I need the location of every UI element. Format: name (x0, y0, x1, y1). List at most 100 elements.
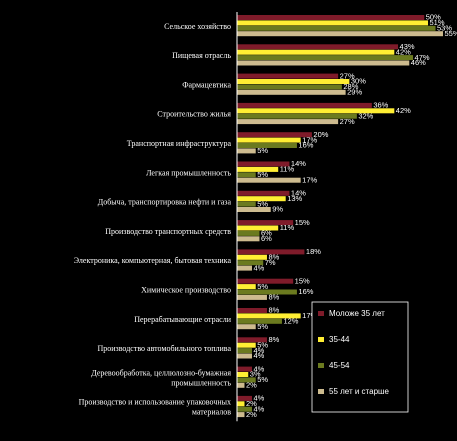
category-label-4: Транспортная инфраструктура (127, 139, 232, 148)
value-label-0-0: 50% (426, 13, 441, 22)
legend-box (311, 301, 409, 413)
value-label-8-2: 7% (265, 258, 276, 267)
value-label-6-1: 13% (287, 194, 302, 203)
value-label-8-0: 18% (306, 247, 321, 256)
value-label-11-1: 5% (257, 340, 268, 349)
value-label-5-2: 5% (257, 170, 268, 179)
bar-7-2 (237, 230, 260, 236)
value-label-12-0: 4% (253, 364, 264, 373)
value-label-3-0: 36% (373, 101, 388, 110)
category-label-9: Химическое производство (141, 286, 231, 295)
bar-9-1 (237, 284, 256, 290)
legend-label-3: 55 лет и старше (329, 387, 389, 396)
bar-11-3 (237, 353, 252, 359)
value-label-6-3: 9% (272, 205, 283, 214)
value-label-10-1: 17% (302, 311, 317, 320)
bar-2-0 (237, 73, 339, 79)
value-label-0-2: 53% (437, 24, 452, 33)
bar-1-2 (237, 55, 414, 61)
category-label-13-line-1: материалов (192, 408, 231, 417)
bar-12-2 (237, 377, 256, 383)
bar-0-3 (237, 31, 443, 37)
bar-10-1 (237, 313, 301, 319)
category-label-1: Пищевая отрасль (172, 51, 231, 60)
value-label-11-2: 4% (253, 346, 264, 355)
bar-11-1 (237, 342, 256, 348)
bar-0-2 (237, 25, 436, 31)
category-label-5: Легкая промышленность (146, 168, 231, 177)
value-label-12-3: 2% (246, 381, 257, 390)
value-label-7-0: 15% (295, 218, 310, 227)
value-label-13-2: 4% (253, 404, 264, 413)
bar-0-0 (237, 15, 425, 20)
legend-label-2: 45-54 (329, 361, 350, 370)
value-label-5-0: 14% (291, 159, 306, 168)
legend-swatch-2 (318, 363, 324, 368)
value-label-6-2: 5% (257, 199, 268, 208)
bar-13-2 (237, 406, 252, 412)
bar-8-0 (237, 249, 305, 255)
value-label-1-1: 42% (396, 47, 411, 56)
bar-8-2 (237, 260, 264, 266)
value-label-9-1: 5% (257, 282, 268, 291)
bar-4-1 (237, 137, 301, 143)
bar-2-2 (237, 84, 342, 90)
legend-label-1: 35-44 (329, 335, 350, 344)
bar-3-3 (237, 119, 339, 125)
bar-9-3 (237, 294, 267, 300)
value-label-3-3: 27% (340, 117, 355, 126)
bar-12-0 (237, 366, 252, 372)
value-label-2-0: 27% (340, 71, 355, 80)
bar-6-3 (237, 207, 271, 212)
bar-2-3 (237, 89, 346, 95)
value-label-10-2: 12% (283, 317, 298, 326)
value-label-8-3: 4% (253, 263, 264, 272)
bar-9-0 (237, 278, 294, 284)
bars-layer (237, 15, 443, 418)
legend-swatch-3 (318, 389, 324, 394)
bar-0-1 (237, 20, 429, 26)
value-label-3-2: 32% (358, 111, 373, 120)
value-label-9-3: 8% (268, 293, 279, 302)
bar-13-1 (237, 401, 245, 407)
value-label-13-0: 4% (253, 394, 264, 403)
legend: Моложе 35 лет 35-44 45-54 55 лет и старше (311, 301, 409, 413)
bar-4-2 (237, 143, 297, 148)
bar-7-0 (237, 220, 294, 226)
bar-3-0 (237, 102, 372, 108)
bar-3-2 (237, 113, 357, 119)
value-label-7-2: 6% (261, 229, 272, 238)
value-label-7-3: 6% (261, 234, 272, 243)
category-label-2: Фармацевтика (182, 80, 231, 89)
value-label-8-1: 8% (268, 253, 279, 262)
bar-12-3 (237, 382, 245, 388)
category-label-0: Сельское хозяйство (164, 22, 231, 31)
bar-4-3 (237, 148, 256, 154)
bar-1-3 (237, 60, 410, 66)
value-label-6-0: 14% (291, 189, 306, 198)
bar-6-1 (237, 196, 286, 202)
bar-11-2 (237, 348, 252, 354)
bar-12-1 (237, 372, 249, 377)
value-label-4-0: 20% (313, 130, 328, 139)
legend-swatch-0 (318, 311, 324, 316)
value-label-10-3: 5% (257, 322, 268, 331)
bar-5-3 (237, 177, 301, 183)
bar-3-1 (237, 108, 395, 114)
value-label-1-0: 43% (400, 42, 415, 51)
value-label-13-3: 2% (246, 410, 257, 419)
value-label-13-1: 2% (246, 399, 257, 408)
category-label-8: Электроника, компьютерная, бытовая техни… (74, 256, 232, 265)
legend-swatch-1 (318, 337, 324, 342)
category-label-12-line-1: промышленность (171, 378, 231, 387)
value-label-2-1: 30% (351, 77, 366, 86)
category-label-11: Производство автомобильного топлива (97, 344, 231, 353)
bar-6-0 (237, 190, 290, 196)
value-label-12-2: 5% (257, 375, 268, 384)
value-label-4-1: 17% (302, 135, 317, 144)
category-label-3: Строительство жилья (157, 110, 231, 119)
bar-1-0 (237, 44, 399, 50)
category-labels: Сельское хозяйство Пищевая отрасль Фармаце… (74, 22, 232, 417)
bar-13-0 (237, 395, 252, 401)
